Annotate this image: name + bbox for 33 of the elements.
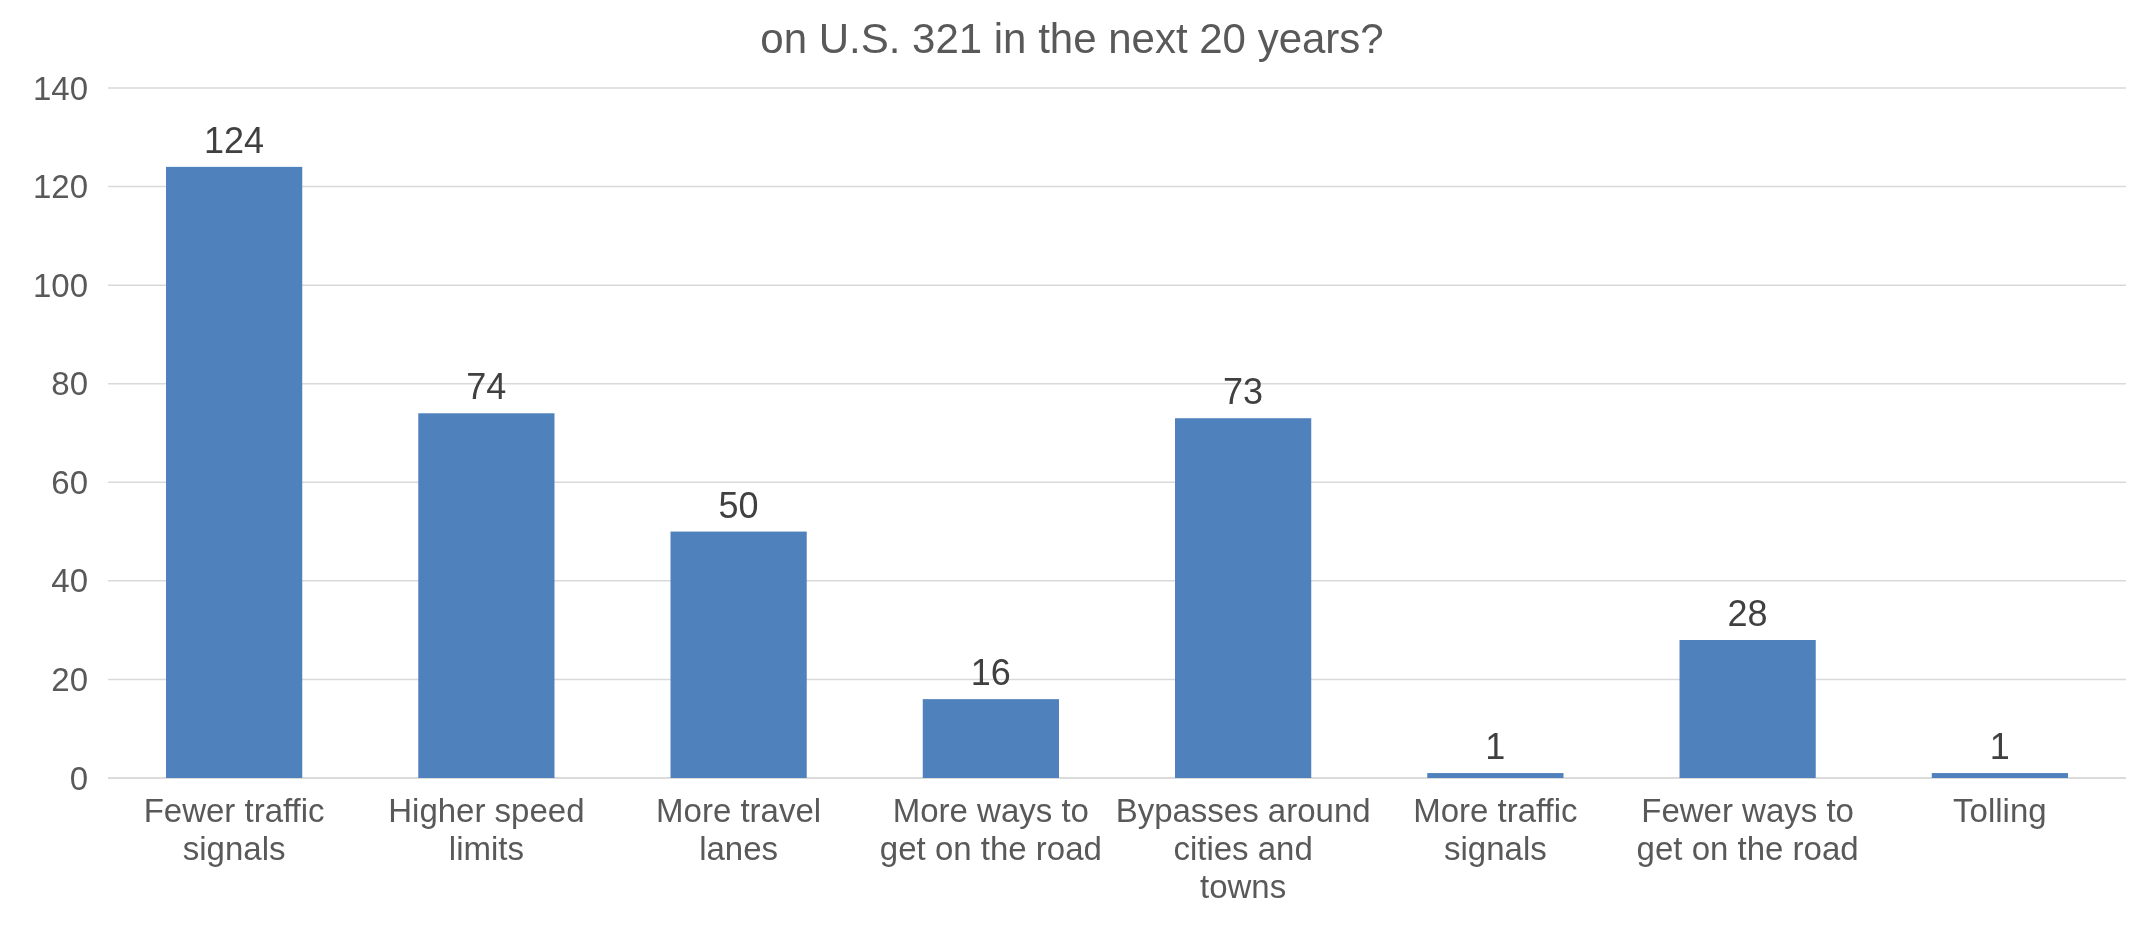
x-tick-label: More travel lanes: [656, 792, 822, 867]
x-tick-label: Fewer traffic signals: [143, 792, 325, 867]
y-tick-label: 120: [32, 168, 88, 206]
x-tick-label: Bypasses around cities and towns: [1115, 792, 1371, 905]
bar: [418, 413, 555, 778]
data-label: 74: [466, 366, 507, 408]
x-tick-label: Fewer ways to get on the road: [1636, 792, 1859, 867]
bar: [1679, 640, 1816, 778]
x-tick-label: More traffic signals: [1413, 792, 1578, 867]
bar: [1175, 418, 1312, 778]
bar: [166, 166, 303, 778]
data-label: 1: [1989, 726, 2010, 768]
chart-title: on U.S. 321 in the next 20 years?: [760, 15, 1384, 62]
bar: [922, 699, 1059, 778]
y-tick-label: 140: [32, 69, 88, 107]
data-label: 50: [718, 484, 759, 526]
data-label: 1: [1485, 726, 1506, 768]
data-label: 73: [1223, 371, 1264, 413]
x-tick-label: Higher speed limits: [388, 792, 585, 867]
y-tick-label: 40: [51, 562, 88, 600]
y-tick-label: 80: [51, 365, 88, 403]
data-label: 28: [1727, 593, 1768, 634]
x-tick-label: More ways to get on the road: [879, 792, 1102, 867]
bar: [1931, 773, 2068, 778]
data-label: 16: [970, 652, 1011, 694]
y-tick-label: 100: [32, 266, 88, 304]
bar: [670, 531, 807, 778]
y-tick-label: 60: [51, 463, 88, 501]
bar: [1427, 773, 1564, 778]
x-tick-label: Tolling: [1953, 792, 2047, 829]
y-tick-label: 0: [69, 759, 88, 797]
y-tick-label: 20: [51, 660, 88, 698]
data-label: 124: [204, 119, 265, 161]
